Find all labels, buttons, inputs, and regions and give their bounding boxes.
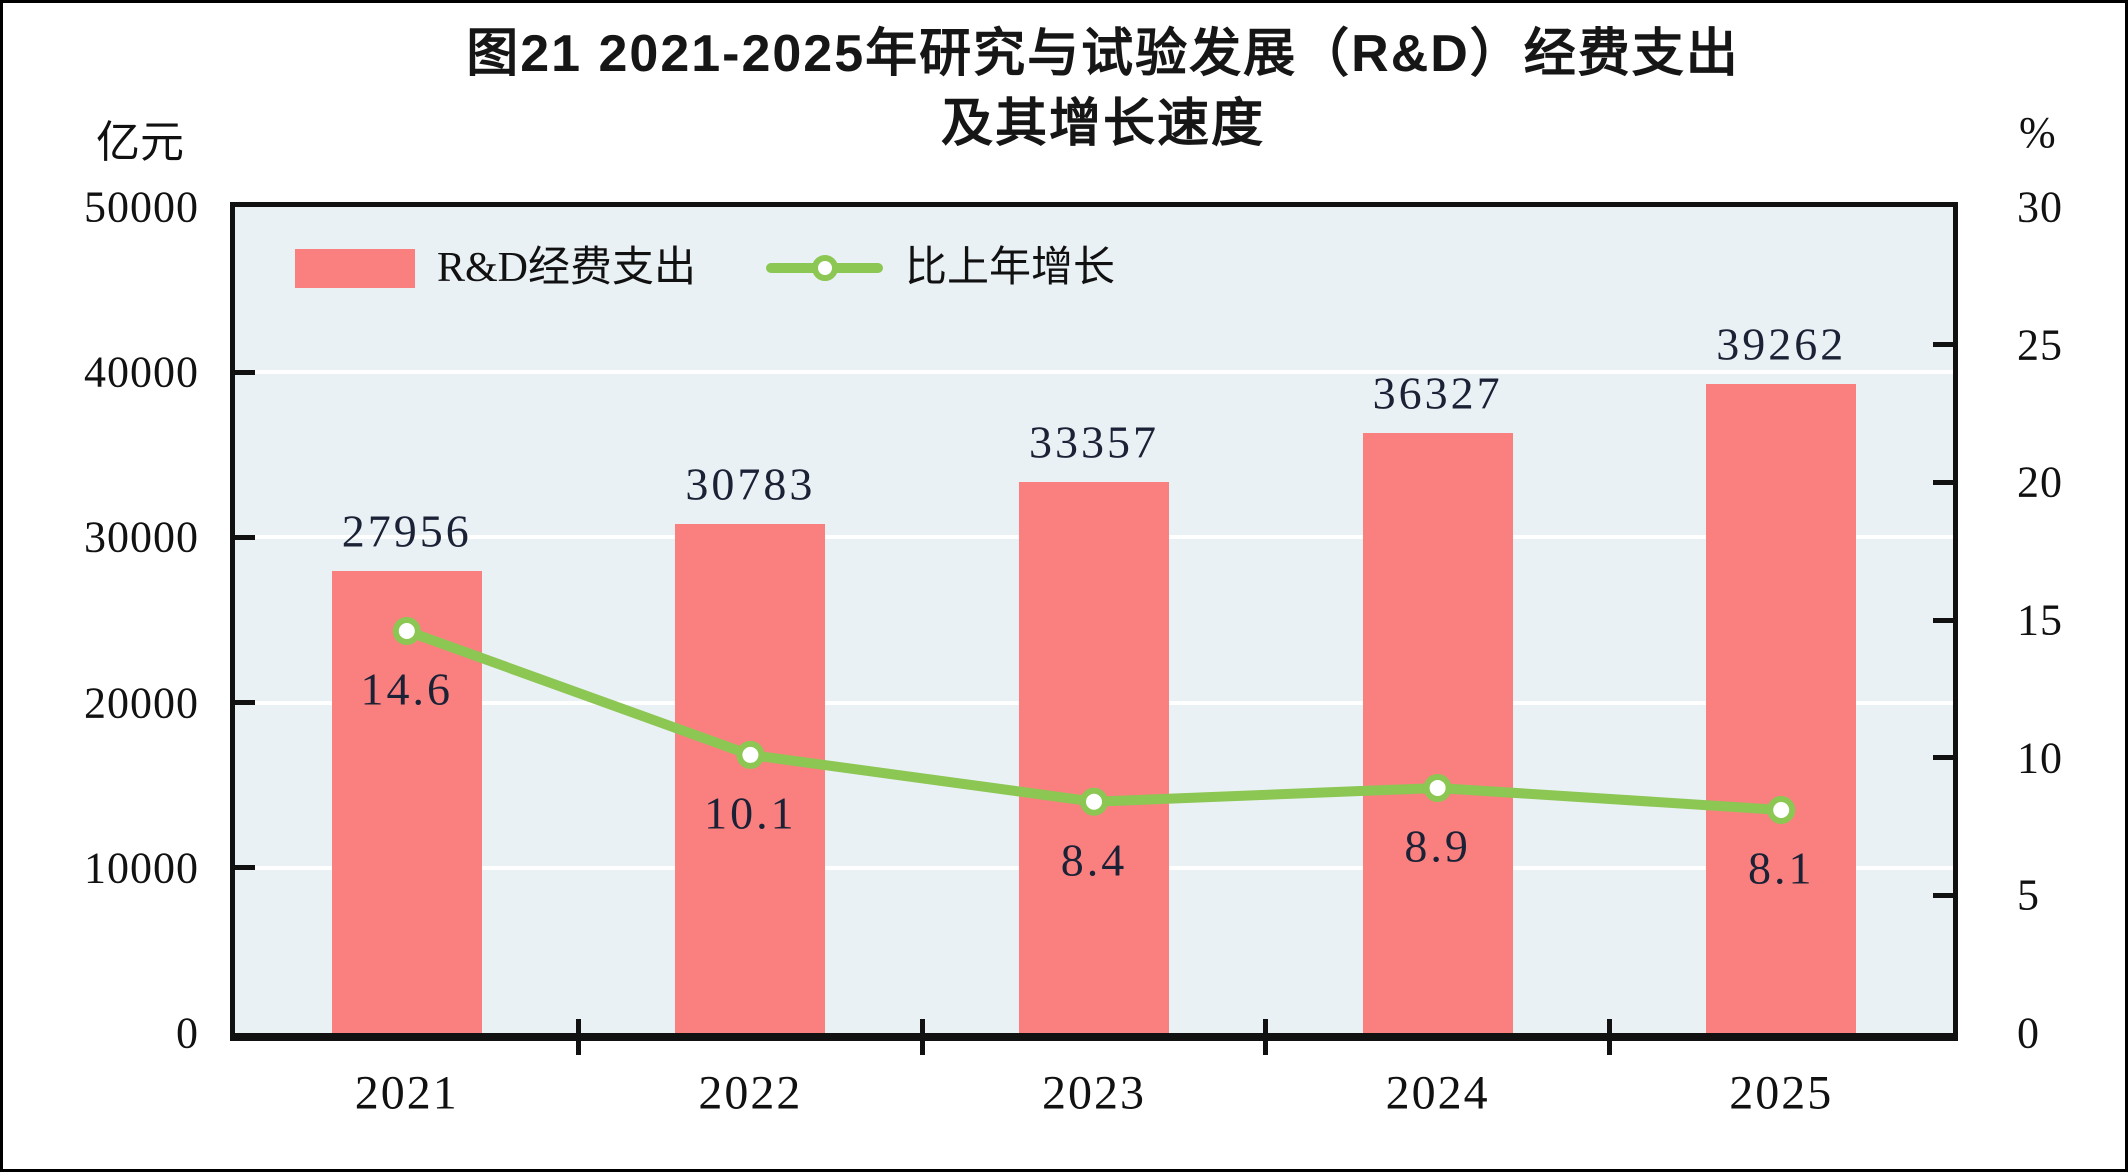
right-axis-tick: [1933, 342, 1953, 348]
growth-value-label: 8.1: [1747, 842, 1815, 894]
legend-line-label: 比上年增长: [905, 245, 1116, 291]
bar-value-label: 39262: [1716, 318, 1847, 370]
legend-line-marker-icon: [766, 255, 884, 281]
left-axis-tick-label: 10000: [84, 843, 199, 893]
legend-item-line: 比上年增长: [766, 247, 1115, 289]
bar: [1019, 481, 1169, 1033]
right-axis-tick-label: 20: [2017, 457, 2063, 507]
x-axis-tick-label: 2022: [698, 1066, 803, 1120]
legend-bar-label: R&D经费支出: [437, 245, 697, 291]
right-axis-tick: [1933, 892, 1953, 898]
left-axis-tick: [235, 865, 255, 871]
bar: [1706, 384, 1857, 1033]
legend-item-bar: R&D经费支出: [295, 247, 696, 289]
left-axis-tick: [235, 369, 255, 375]
x-axis-tick: [576, 1019, 582, 1055]
left-axis-tick: [235, 534, 255, 540]
right-axis-unit-label: %: [2019, 108, 2056, 157]
chart-title: 图21 2021-2025年研究与试验发展（R&D）经费支出 及其增长速度: [75, 19, 2125, 159]
bar-value-label: 33357: [1029, 416, 1159, 468]
bar-value-label: 27956: [341, 505, 472, 557]
x-axis-tick-label: 2021: [354, 1066, 459, 1120]
left-axis-tick-label: 30000: [84, 512, 199, 562]
plot-area: R&D经费支出 比上年增长: [230, 202, 1958, 1055]
left-axis-unit-label: 亿元: [96, 118, 184, 167]
growth-value-label: 14.6: [360, 663, 454, 715]
chart-title-line2: 及其增长速度: [940, 95, 1265, 153]
bar: [331, 571, 482, 1033]
right-axis-tick: [1933, 755, 1953, 761]
growth-value-label: 8.4: [1060, 834, 1128, 886]
legend: R&D经费支出 比上年增长: [295, 247, 1115, 289]
left-axis-tick-label: 40000: [84, 347, 199, 397]
bar-value-label: 36327: [1372, 367, 1503, 419]
chart-title-line1: 图21 2021-2025年研究与试验发展（R&D）经费支出: [466, 25, 1740, 83]
right-axis-tick-label: 15: [2017, 595, 2063, 645]
x-axis-tick-label: 2024: [1385, 1066, 1490, 1120]
x-axis-tick-label: 2023: [1042, 1066, 1146, 1120]
right-axis-tick: [1933, 479, 1953, 485]
left-axis-tick-label: 20000: [84, 678, 199, 728]
left-axis-tick-label: 50000: [84, 182, 199, 232]
right-axis-tick-label: 0: [2017, 1008, 2040, 1058]
legend-line-dot-icon: [811, 255, 838, 281]
x-axis-tick: [1263, 1019, 1269, 1055]
x-axis-tick-label: 2025: [1729, 1066, 1834, 1120]
growth-value-label: 8.9: [1404, 820, 1471, 872]
legend-bar-swatch: [295, 248, 415, 288]
x-axis-tick: [1606, 1019, 1612, 1055]
growth-value-label: 10.1: [704, 787, 797, 839]
right-axis-tick-label: 5: [2017, 870, 2040, 920]
bar-value-label: 30783: [685, 458, 816, 510]
right-axis-tick-label: 10: [2017, 733, 2063, 783]
right-axis-tick: [1933, 617, 1953, 623]
left-axis-tick: [235, 700, 255, 706]
left-axis-tick-label: 0: [176, 1008, 199, 1058]
right-axis-tick-label: 30: [2017, 182, 2063, 232]
x-axis-tick: [919, 1019, 925, 1055]
bar: [675, 524, 826, 1033]
right-axis-tick-label: 25: [2017, 320, 2063, 370]
gridline: [235, 370, 1953, 375]
bar: [1362, 432, 1513, 1033]
